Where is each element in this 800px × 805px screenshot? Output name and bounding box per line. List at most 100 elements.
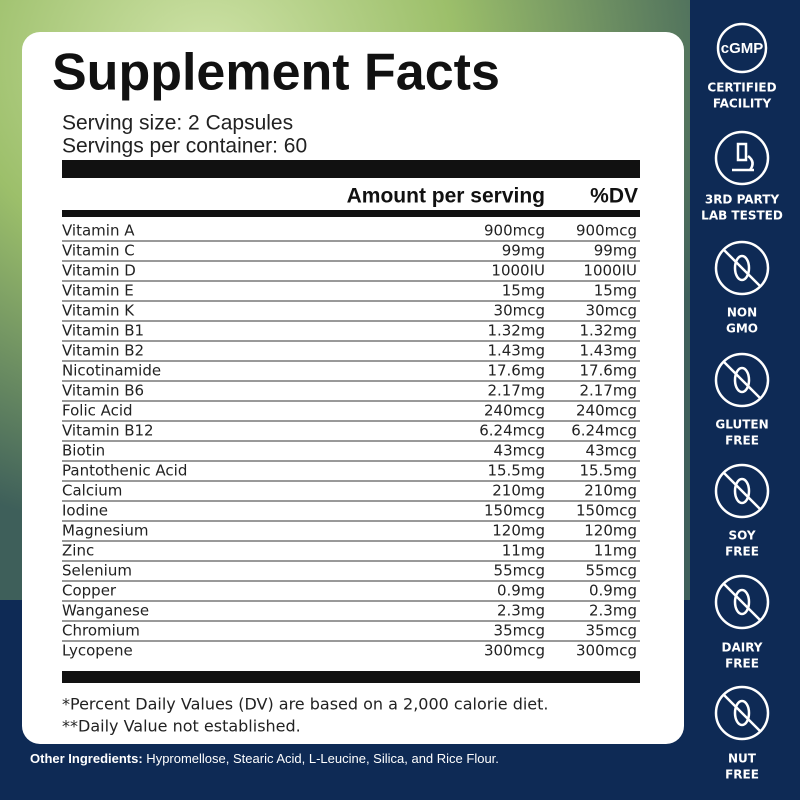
amount: 30mcg [494, 302, 545, 320]
nutrient-name: Vitamin K [62, 302, 135, 320]
badge-label: LAB TESTED [701, 209, 783, 223]
badge-icon [714, 463, 770, 519]
footnote: *Percent Daily Values (DV) are based on … [62, 695, 549, 714]
nutrient-name: Vitamin C [62, 242, 135, 260]
amount: 43mcg [494, 442, 545, 460]
daily-value: 2.17mg [579, 382, 637, 400]
item-icon [733, 699, 751, 727]
badge-icon [714, 352, 770, 408]
badge-label: NUT [728, 752, 757, 766]
rule-medium [62, 210, 640, 217]
badge-icon [714, 685, 770, 741]
other-ingredients: Other Ingredients: Hypromellose, Stearic… [30, 751, 499, 766]
daily-value: 1.43mg [579, 342, 637, 360]
badge-icon-text: cGMP [721, 40, 764, 57]
badge-label: FREE [725, 434, 759, 448]
daily-value: 1.32mg [579, 322, 637, 340]
prohibit-slash [723, 583, 761, 621]
amount: 900mcg [484, 222, 545, 240]
amount: 240mcg [484, 402, 545, 420]
nutrient-name: Selenium [62, 562, 132, 580]
prohibit-slash [723, 694, 761, 732]
rule-thick [62, 671, 640, 683]
amount: 1.43mg [487, 342, 545, 360]
header-amount: Amount per serving [347, 185, 545, 208]
nutrient-name: Pantothenic Acid [62, 462, 187, 480]
badge-icon [714, 130, 770, 186]
amount: 11mg [502, 542, 545, 560]
other-ingredients-text: Hypromellose, Stearic Acid, L-Leucine, S… [143, 751, 499, 766]
amount: 35mcg [494, 622, 545, 640]
badge-label: GLUTEN [715, 418, 768, 432]
nutrient-name: Vitamin A [62, 222, 135, 240]
badge-label: SOY [728, 529, 755, 543]
badge-label: DAIRY [722, 641, 763, 655]
amount: 17.6mg [487, 362, 545, 380]
nutrient-name: Folic Acid [62, 402, 133, 420]
nutrient-name: Iodine [62, 502, 108, 520]
item-icon [733, 588, 751, 616]
badge-label: FREE [725, 545, 759, 559]
amount: 99mg [502, 242, 545, 260]
daily-value: 120mg [584, 522, 637, 540]
badge-icon [714, 574, 770, 630]
badge-icon [716, 22, 768, 74]
badge: NUT FREE [714, 685, 770, 782]
prohibit-slash [723, 361, 761, 399]
badge: NON GMO [714, 240, 770, 336]
badge: cGMP CERTIFIED FACILITY [707, 22, 777, 111]
badge-label: FREE [725, 768, 759, 782]
badge-label: 3RD PARTY [705, 193, 780, 207]
amount: 0.9mg [497, 582, 545, 600]
badge: DAIRY FREE [714, 574, 770, 671]
daily-value: 99mg [594, 242, 637, 260]
nutrient-name: Vitamin B12 [62, 422, 154, 440]
daily-value: 210mg [584, 482, 637, 500]
nutrient-name: Wanganese [62, 602, 149, 620]
daily-value: 30mcg [586, 302, 637, 320]
daily-value: 240mcg [576, 402, 637, 420]
amount: 1000IU [491, 262, 545, 280]
badge: SOY FREE [714, 463, 770, 559]
item-icon [733, 366, 751, 394]
daily-value: 300mcg [576, 642, 637, 660]
daily-value: 17.6mg [579, 362, 637, 380]
badge-icon [714, 240, 770, 296]
daily-value: 35mcg [586, 622, 637, 640]
daily-value: 1000IU [583, 262, 637, 280]
amount: 120mg [492, 522, 545, 540]
nutrient-name: Vitamin B6 [62, 382, 144, 400]
microscope-icon [732, 142, 754, 172]
amount: 1.32mg [487, 322, 545, 340]
daily-value: 43mcg [586, 442, 637, 460]
nutrient-name: Biotin [62, 442, 105, 460]
prohibit-slash [723, 472, 761, 510]
amount: 150mcg [484, 502, 545, 520]
serving-size: Serving size: 2 Capsules [62, 112, 293, 135]
amount: 15.5mg [487, 462, 545, 480]
nutrient-name: Vitamin B1 [62, 322, 144, 340]
header-dv: %DV [590, 185, 638, 208]
daily-value: 0.9mg [589, 582, 637, 600]
nutrient-name: Copper [62, 582, 117, 600]
title: Supplement Facts [52, 44, 500, 102]
servings-per-container: Servings per container: 60 [62, 135, 307, 158]
item-icon [733, 477, 751, 505]
amount: 2.3mg [497, 602, 545, 620]
daily-value: 55mcg [586, 562, 637, 580]
daily-value: 2.3mg [589, 602, 637, 620]
badge: 3RD PARTY LAB TESTED [701, 130, 783, 223]
prohibit-slash [723, 249, 761, 287]
amount: 55mcg [494, 562, 545, 580]
daily-value: 15mg [594, 282, 637, 300]
nutrient-name: Zinc [62, 542, 94, 560]
daily-value: 6.24mcg [571, 422, 637, 440]
daily-value: 150mcg [576, 502, 637, 520]
nutrient-name: Calcium [62, 482, 122, 500]
nutrient-name: Nicotinamide [62, 362, 161, 380]
nutrient-name: Magnesium [62, 522, 149, 540]
nutrient-name: Chromium [62, 622, 140, 640]
rule-thick [62, 160, 640, 178]
